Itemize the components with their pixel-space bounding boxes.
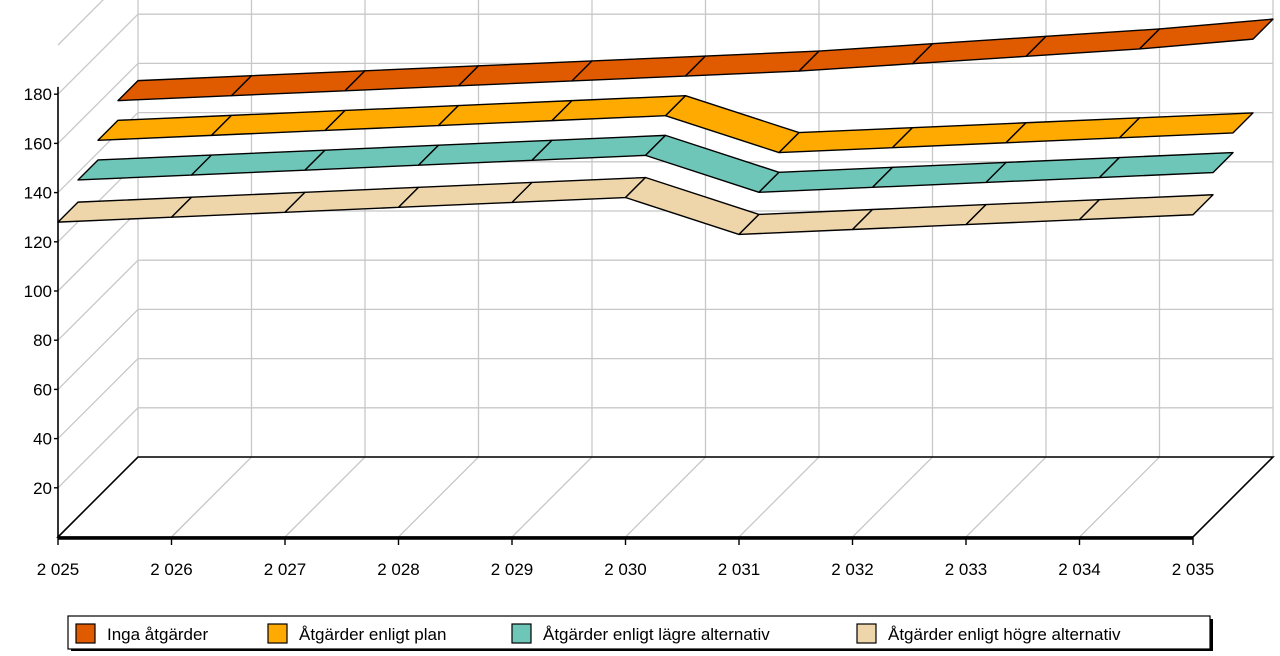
legend: Inga åtgärder Åtgärder enligt plan Åtgärde… <box>67 615 1213 652</box>
ribbon-segment <box>97 114 233 142</box>
y-tick-label: 40 <box>33 430 52 449</box>
legend-swatch <box>856 623 877 644</box>
legend-label: Inga åtgärder <box>107 625 208 644</box>
gridline-side <box>57 259 139 341</box>
gridline-side <box>57 407 139 489</box>
ribbon-segment <box>891 122 1027 149</box>
gridline-floor <box>738 456 820 538</box>
ribbon-segment <box>1098 151 1234 179</box>
ribbon-segment <box>871 161 1007 189</box>
gridline-side <box>57 13 139 95</box>
x-tick-label: 2 029 <box>491 560 534 579</box>
gridline-floor <box>1079 456 1160 538</box>
ribbon-segment <box>437 99 573 127</box>
x-tick-label: 2 033 <box>945 560 988 579</box>
gridline-side <box>57 358 139 440</box>
x-tick-label: 2 032 <box>831 560 874 579</box>
series-1 <box>117 18 1274 102</box>
gridline-side <box>57 210 139 292</box>
y-tick-label: 120 <box>24 233 52 252</box>
ribbon-segment <box>324 104 460 132</box>
series-3 <box>77 134 1234 193</box>
gridline-floor <box>398 456 479 538</box>
ribbon-segment <box>778 126 914 154</box>
series-group <box>57 18 1274 236</box>
ribbon-segment <box>1005 117 1141 144</box>
ribbon-segment <box>57 196 193 223</box>
gridline-side <box>57 62 139 144</box>
gridline-side <box>57 308 139 390</box>
x-tick-label: 2 028 <box>377 560 420 579</box>
y-tick-label: 160 <box>24 134 52 153</box>
ribbon-segment <box>851 203 987 231</box>
x-tick-label: 2 034 <box>1058 560 1101 579</box>
legend-label: Åtgärder enligt lägre alternativ <box>543 625 770 644</box>
y-tick-label: 60 <box>33 380 52 399</box>
ribbon-segment <box>190 149 326 176</box>
y-tick-label: 140 <box>24 184 52 203</box>
legend-label: Åtgärder enligt högre alternativ <box>888 625 1121 644</box>
gridline-floor <box>511 456 593 538</box>
axes: 20 40 60 80 100 120 140 160 180 2 025 2 026 2 027 2 … <box>24 85 1215 579</box>
ribbon-segment <box>397 181 533 209</box>
gridline-floor <box>965 456 1047 538</box>
legend-box <box>67 615 1211 650</box>
gridline-floor <box>852 456 933 538</box>
legend-swatch <box>75 623 96 644</box>
x-tick-label: 2 026 <box>150 560 193 579</box>
ribbon-segment <box>284 186 420 213</box>
y-tick-label: 80 <box>33 331 52 350</box>
ribbon-segment <box>511 176 647 204</box>
legend-label: Åtgärder enligt plan <box>299 625 446 644</box>
legend-swatch <box>267 623 288 644</box>
gridline-floor <box>625 456 706 538</box>
x-tick-label: 2 031 <box>718 560 761 579</box>
ribbon-segment <box>551 94 687 122</box>
ribbon-segment <box>170 191 306 218</box>
series-2 <box>97 94 1254 154</box>
ribbon-segment <box>1078 194 1214 221</box>
gridline-floor <box>284 456 366 538</box>
legend-swatch <box>511 623 532 644</box>
ribbon-segment <box>210 109 346 137</box>
x-tick-label: 2 035 <box>1172 560 1215 579</box>
y-tick-label: 20 <box>33 479 52 498</box>
ribbon-segment <box>1118 112 1254 139</box>
gridline-floor <box>171 456 252 538</box>
y-tick-label: 100 <box>24 282 52 301</box>
ribbon-segment <box>1138 18 1274 50</box>
ribbon-segment <box>77 154 213 181</box>
y-tick-label: 180 <box>24 85 52 104</box>
gridline-side <box>57 0 104 46</box>
series-4 <box>57 176 1214 236</box>
x-tick-label: 2 025 <box>37 560 80 579</box>
ribbon-segment <box>758 166 894 193</box>
ribbon-segment <box>738 208 874 236</box>
ribbon-segment <box>531 134 667 162</box>
ribbon-segment <box>965 198 1101 226</box>
x-tick-label: 2 030 <box>604 560 647 579</box>
ribbon-segment <box>304 144 440 171</box>
x-tick-label: 2 027 <box>264 560 307 579</box>
